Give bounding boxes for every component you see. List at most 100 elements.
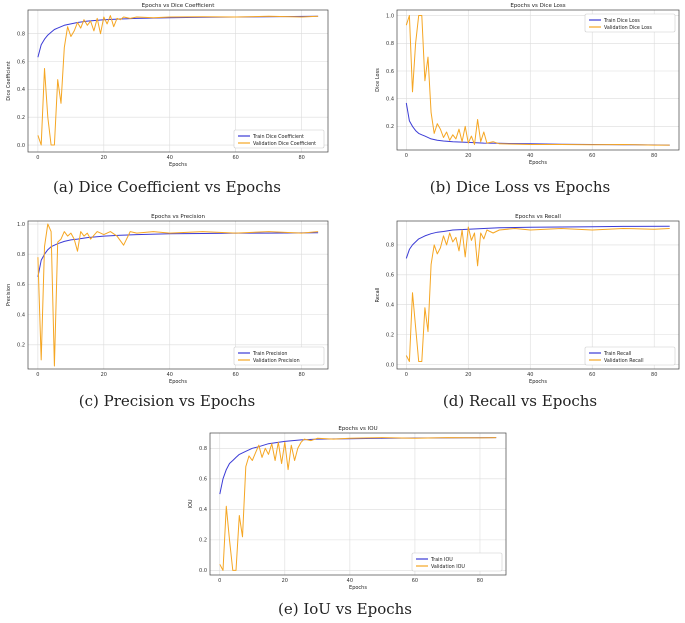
- x-tick-label: 40: [167, 155, 173, 161]
- validation-series-line: [405, 226, 670, 362]
- train-series-line: [37, 15, 319, 58]
- x-tick-label: 60: [589, 153, 595, 159]
- x-axis-label: Epochs: [349, 585, 367, 591]
- x-tick-label: 0: [36, 155, 39, 161]
- y-tick-label: 0.4: [17, 87, 25, 93]
- y-axis-label: Recall: [375, 288, 381, 303]
- x-tick-label: 80: [298, 372, 304, 378]
- legend-box: [584, 346, 676, 366]
- y-tick-label: 0.2: [17, 115, 25, 121]
- validation-series-line: [37, 15, 319, 146]
- y-tick-label: 0.0: [386, 362, 394, 368]
- legend-entry: Train Precision: [252, 351, 287, 357]
- chart-panel-dice-coefficient: Epochs vs Dice Coefficient 0 20 40 60 80 0.0 0.…: [0, 0, 335, 168]
- chart-panel-iou: Epochs vs IOU 0 20 40 60 80 0.0 0.2 0.4 0.6 0.8 Epo…: [188, 423, 512, 591]
- x-tick-label: 0: [405, 153, 408, 159]
- x-tick-label: 20: [465, 372, 471, 378]
- x-tick-label: 60: [233, 155, 239, 161]
- plot-frame: [27, 9, 329, 153]
- validation-series-line: [405, 15, 670, 146]
- legend-box: [584, 13, 676, 33]
- legend-entry: Validation Recall: [604, 358, 644, 364]
- chart-recall: Epochs vs Recall 0 20 40 60 80 0.0 0.2 0.4 0.6 0.8…: [375, 214, 680, 385]
- y-tick-label: 0.8: [199, 446, 207, 452]
- legend-entry: Train Dice Coefficient: [252, 134, 304, 140]
- y-axis-label: IOU: [188, 499, 194, 508]
- y-tick-label: 0.4: [199, 507, 207, 513]
- chart-iou: Epochs vs IOU 0 20 40 60 80 0.0 0.2 0.4 0.6 0.8 Epo…: [188, 426, 507, 591]
- train-series-line: [405, 102, 670, 146]
- plot-frame: [396, 9, 680, 151]
- x-tick-label: 80: [651, 372, 657, 378]
- legend-box: [233, 346, 325, 366]
- y-tick-label: 0.2: [386, 332, 394, 338]
- x-tick-label: 0: [405, 372, 408, 378]
- legend-entry: Train IOU: [430, 557, 453, 563]
- x-tick-label: 20: [282, 578, 288, 584]
- x-axis-label: Epochs: [169, 379, 187, 385]
- y-tick-label: 0.2: [386, 124, 394, 130]
- legend-entry: Validation Dice Coefficient: [253, 141, 316, 147]
- y-tick-label: 0.8: [17, 31, 25, 37]
- legend-entry: Train Dice Loss: [603, 18, 640, 24]
- y-tick-label: 0.6: [17, 282, 25, 288]
- plot-frame: [396, 220, 680, 370]
- y-tick-label: 0.8: [17, 252, 25, 258]
- x-tick-label: 60: [233, 372, 239, 378]
- y-tick-label: 0.2: [17, 343, 25, 349]
- x-tick-label: 80: [651, 153, 657, 159]
- y-tick-label: 0.6: [386, 69, 394, 75]
- y-tick-label: 0.8: [386, 41, 394, 47]
- train-series-line: [219, 437, 497, 495]
- y-tick-label: 0.0: [17, 143, 25, 149]
- x-axis-label: Epochs: [169, 162, 187, 168]
- caption-iou: (e) IoU vs Epochs: [278, 600, 412, 618]
- train-series-line: [405, 225, 670, 259]
- legend-entry: Validation Dice Loss: [604, 25, 652, 31]
- y-tick-label: 1.0: [17, 222, 25, 228]
- chart-dice-coefficient: Epochs vs Dice Coefficient 0 20 40 60 80 0.0 0.…: [6, 3, 329, 168]
- caption-precision: (c) Precision vs Epochs: [78, 392, 256, 410]
- x-axis-label: Epochs: [529, 160, 547, 166]
- x-tick-label: 60: [412, 578, 418, 584]
- x-tick-label: 40: [527, 372, 533, 378]
- plot-frame: [27, 220, 329, 370]
- x-tick-label: 0: [218, 578, 221, 584]
- y-axis-label: Dice Coefficient: [6, 61, 12, 100]
- legend-box: [233, 129, 325, 149]
- chart-title: Epochs vs Dice Loss: [510, 3, 565, 9]
- x-tick-label: 60: [589, 372, 595, 378]
- train-series-line: [37, 232, 319, 277]
- y-tick-label: 0.0: [199, 568, 207, 574]
- y-tick-label: 0.6: [199, 477, 207, 483]
- y-tick-label: 0.4: [386, 97, 394, 103]
- x-tick-label: 40: [167, 372, 173, 378]
- legend-entry: Validation Precision: [253, 358, 300, 364]
- x-tick-label: 20: [465, 153, 471, 159]
- x-tick-label: 20: [101, 155, 107, 161]
- validation-series-line: [219, 437, 497, 571]
- x-tick-label: 0: [36, 372, 39, 378]
- chart-title: Epochs vs Recall: [515, 214, 561, 220]
- y-axis-label: Precision: [6, 284, 12, 306]
- legend-entry: Train Recall: [603, 351, 631, 357]
- chart-title: Epochs vs IOU: [338, 426, 377, 432]
- chart-title: Epochs vs Precision: [151, 214, 205, 220]
- y-axis-label: Dice Loss: [375, 68, 381, 92]
- y-tick-label: 0.2: [199, 538, 207, 544]
- x-tick-label: 40: [347, 578, 353, 584]
- x-tick-label: 80: [298, 155, 304, 161]
- caption-recall: (d) Recall vs Epochs: [442, 392, 598, 410]
- x-tick-label: 40: [527, 153, 533, 159]
- validation-series-line: [37, 223, 319, 367]
- legend-box: [411, 552, 503, 572]
- x-tick-label: 80: [477, 578, 483, 584]
- caption-dice-coefficient: (a) Dice Coefficient vs Epochs: [53, 178, 281, 196]
- plot-frame: [209, 432, 507, 576]
- chart-dice-loss: Epochs vs Dice Loss 0 20 40 60 80 0.2 0.4 0.6 0.8…: [375, 3, 680, 166]
- caption-dice-loss: (b) Dice Loss vs Epochs: [429, 178, 611, 196]
- legend-entry: Validation IOU: [431, 564, 465, 570]
- chart-precision: Epochs vs Precision 0 20 40 60 80 0.2 0.4 0.6 0.8…: [6, 214, 329, 385]
- y-tick-label: 0.6: [17, 59, 25, 65]
- y-tick-label: 0.6: [386, 273, 394, 279]
